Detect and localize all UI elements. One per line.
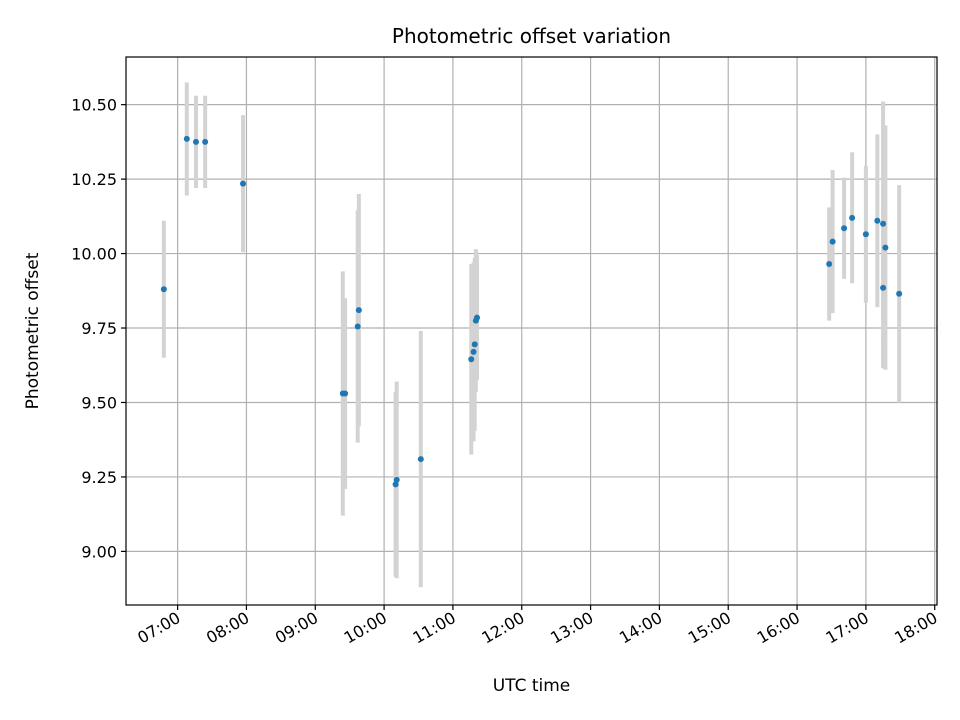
y-tick-label: 9.75 xyxy=(81,319,117,338)
ticks: 07:00 08:00 09:00 10:00 11:00 12:00 13:00 14:00… xyxy=(71,96,941,648)
data-point xyxy=(240,180,247,187)
x-tick-label: 11:00 xyxy=(409,608,458,648)
data-point xyxy=(882,244,889,251)
data-point xyxy=(874,217,881,224)
data-point xyxy=(471,341,478,348)
x-tick-label: 10:00 xyxy=(341,608,390,648)
error-bars xyxy=(161,82,902,588)
plot-frame xyxy=(125,56,938,606)
data-point xyxy=(470,348,477,355)
data-points xyxy=(160,135,903,488)
x-tick-label: 13:00 xyxy=(547,608,596,648)
data-point xyxy=(880,220,887,227)
data-point xyxy=(468,356,475,363)
y-tick-label: 10.25 xyxy=(71,170,117,189)
data-point xyxy=(183,135,190,142)
x-tick-label: 18:00 xyxy=(891,608,940,648)
data-point xyxy=(826,260,833,267)
x-tick-label: 08:00 xyxy=(203,608,252,648)
y-tick-label: 10.00 xyxy=(71,245,117,264)
x-tick-label: 16:00 xyxy=(754,608,803,648)
x-tick-label: 12:00 xyxy=(478,608,527,648)
data-point xyxy=(829,238,836,245)
data-point xyxy=(393,476,400,483)
data-point xyxy=(896,290,903,297)
data-point xyxy=(417,456,424,463)
y-tick-label: 9.50 xyxy=(81,393,117,412)
data-point xyxy=(342,390,349,397)
data-point xyxy=(160,286,167,293)
data-point xyxy=(192,138,199,145)
y-tick-label: 9.00 xyxy=(81,542,117,561)
data-point xyxy=(474,314,481,321)
x-tick-label: 14:00 xyxy=(616,608,665,648)
data-point xyxy=(841,225,848,232)
data-point xyxy=(862,231,869,238)
x-axis-label: UTC time xyxy=(493,676,571,696)
data-point xyxy=(354,323,361,330)
x-tick-label: 07:00 xyxy=(134,608,183,648)
data-point xyxy=(849,214,856,221)
chart-title: Photometric offset variation xyxy=(392,24,671,48)
grid xyxy=(126,57,937,605)
data-point xyxy=(355,307,362,314)
data-point xyxy=(880,284,887,291)
data-point xyxy=(202,138,209,145)
x-tick-label: 09:00 xyxy=(272,608,321,648)
y-tick-label: 10.50 xyxy=(71,96,117,115)
y-axis-label: Photometric offset xyxy=(23,252,43,409)
x-tick-label: 15:00 xyxy=(685,608,734,648)
x-tick-label: 17:00 xyxy=(822,608,871,648)
y-tick-label: 9.25 xyxy=(81,468,117,487)
